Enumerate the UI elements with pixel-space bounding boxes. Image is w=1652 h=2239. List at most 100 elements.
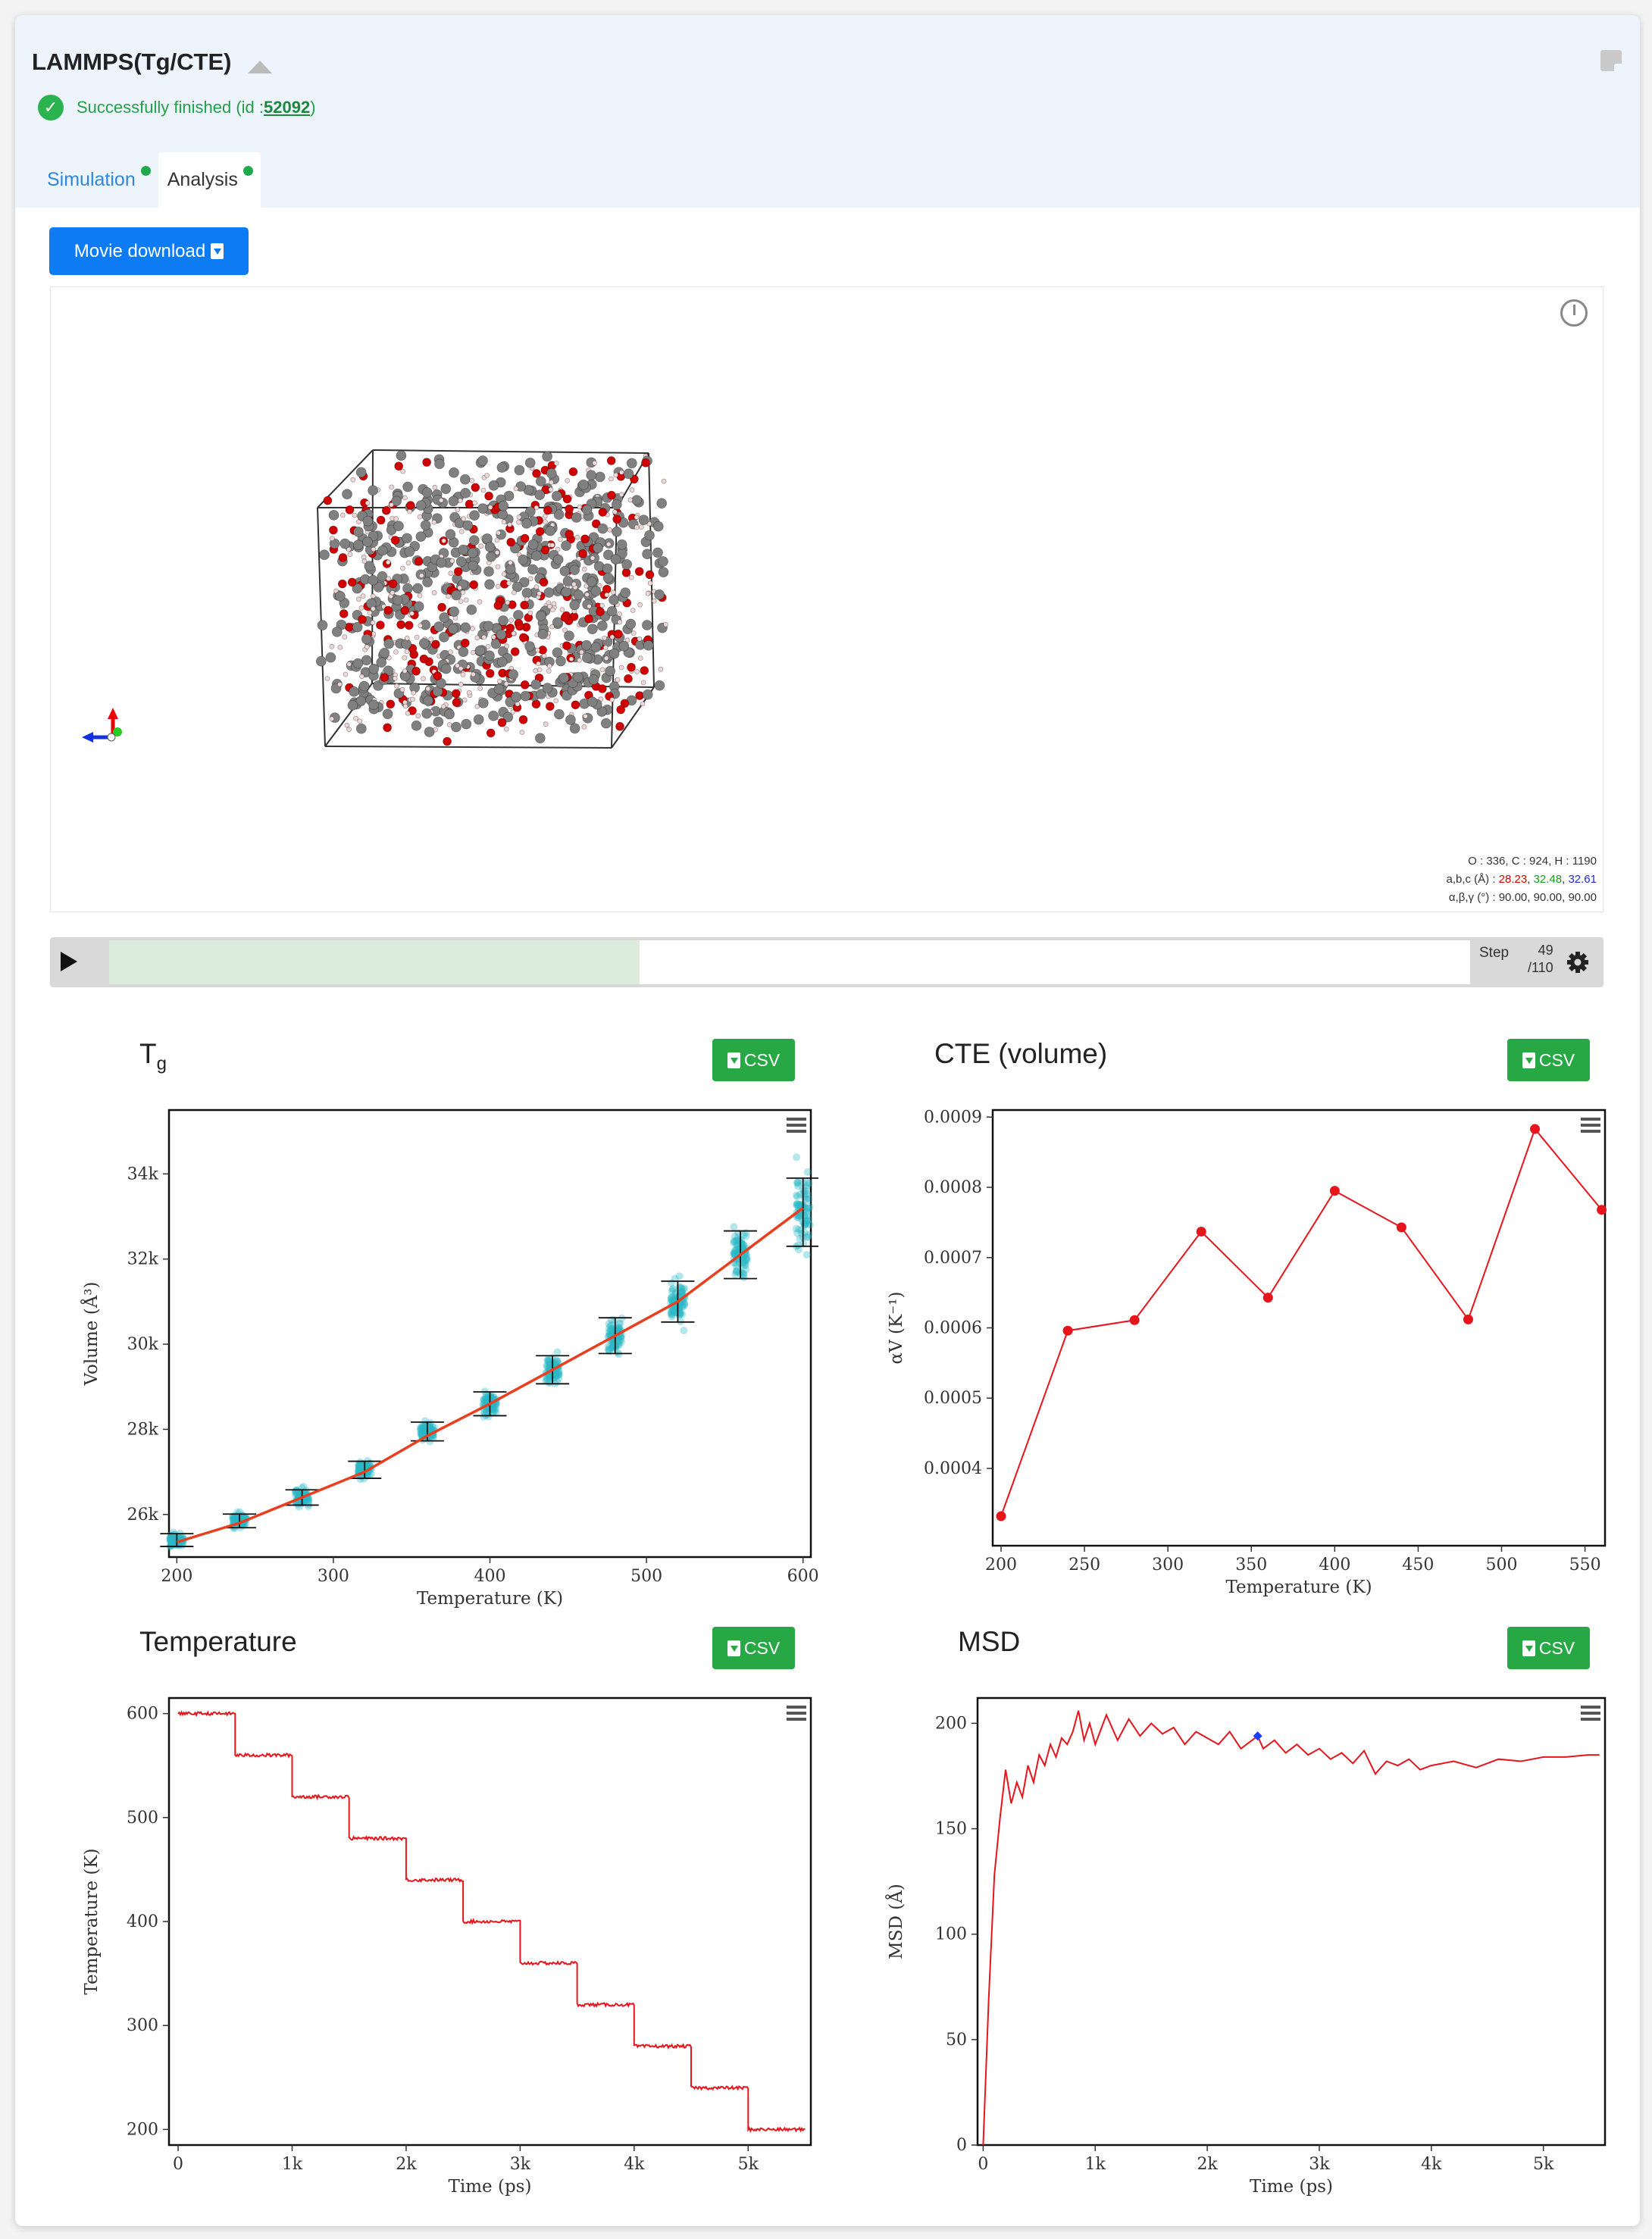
- tab-analysis[interactable]: Analysis: [158, 152, 261, 208]
- chart-menu-icon[interactable]: [787, 1706, 806, 1721]
- atom: [376, 657, 387, 668]
- gear-icon[interactable]: [1566, 950, 1590, 974]
- atom: [490, 638, 502, 649]
- tg-csv-button[interactable]: CSV: [712, 1039, 795, 1081]
- scatter-point: [678, 1310, 687, 1318]
- atom: [359, 674, 365, 680]
- cell-a: 28.23: [1498, 873, 1528, 886]
- scatter-point: [417, 1424, 425, 1433]
- atom: [472, 500, 477, 506]
- note-icon[interactable]: [1600, 50, 1622, 71]
- atom: [647, 580, 653, 586]
- scatter-point: [167, 1532, 175, 1540]
- atom: [352, 621, 363, 633]
- atom: [620, 699, 630, 708]
- atom: [386, 699, 396, 709]
- status-dot-icon: [242, 166, 253, 176]
- atom: [460, 671, 466, 677]
- atom: [535, 527, 545, 536]
- scatter-point: [305, 1503, 313, 1510]
- atom: [364, 561, 375, 571]
- molecule-viewer[interactable]: O : 336, C : 924, H : 1190 a,b,c (Å) : 2…: [50, 286, 1604, 912]
- atom: [543, 505, 552, 515]
- atom: [624, 637, 630, 643]
- tab-simulation[interactable]: Simulation: [38, 152, 158, 208]
- y-tick-label: 300: [127, 2016, 158, 2035]
- atom: [581, 504, 593, 515]
- atom: [584, 614, 593, 624]
- cte-point: [1262, 1293, 1273, 1303]
- scatter-point: [795, 1246, 803, 1254]
- scatter-point: [668, 1308, 677, 1316]
- atom: [508, 618, 514, 624]
- cte-csv-button[interactable]: CSV: [1507, 1039, 1590, 1081]
- atom: [483, 566, 494, 577]
- scatter-point: [418, 1421, 426, 1430]
- msd-csv-button[interactable]: CSV: [1507, 1627, 1590, 1669]
- atom: [458, 665, 464, 671]
- temperature-csv-button[interactable]: CSV: [712, 1627, 795, 1669]
- menu-line: [787, 1706, 806, 1709]
- cte-point: [1463, 1314, 1473, 1324]
- scatter-point: [678, 1288, 687, 1296]
- atom: [491, 634, 496, 640]
- chart-menu-icon[interactable]: [787, 1118, 806, 1133]
- scatter-point: [172, 1534, 180, 1543]
- atom: [562, 576, 574, 586]
- atom: [524, 641, 535, 652]
- scatter-point: [612, 1324, 621, 1333]
- scatter-point: [355, 1461, 364, 1469]
- scatter-point: [804, 1216, 812, 1224]
- progress-slider[interactable]: [109, 940, 1470, 984]
- cell-c: 32.61: [1568, 873, 1597, 886]
- scatter-point: [169, 1536, 177, 1544]
- atom: [493, 683, 505, 695]
- scatter-point: [740, 1257, 748, 1265]
- atom: [477, 503, 488, 514]
- atom: [520, 533, 530, 543]
- scatter-point: [421, 1423, 429, 1431]
- atom: [471, 483, 480, 493]
- chart-menu-icon[interactable]: [1581, 1706, 1600, 1721]
- scatter-point: [364, 1471, 372, 1480]
- atom: [469, 477, 475, 483]
- axis-x-head: [82, 732, 93, 743]
- reset-view-icon[interactable]: [1560, 299, 1588, 327]
- y-tick-label: 0.0005: [924, 1389, 982, 1408]
- molecule-structure[interactable]: [51, 287, 1604, 912]
- atom: [534, 489, 546, 501]
- atom: [370, 593, 376, 599]
- movie-download-button[interactable]: Movie download: [49, 227, 249, 275]
- atom: [629, 487, 635, 493]
- atom: [471, 671, 476, 677]
- atom: [496, 678, 502, 684]
- msd-chart-title: MSD: [958, 1626, 1021, 1657]
- scatter-point: [418, 1430, 426, 1438]
- scatter-point: [546, 1361, 554, 1368]
- atom: [458, 529, 465, 535]
- atom: [555, 546, 561, 552]
- atom: [333, 588, 339, 594]
- atom: [448, 496, 459, 507]
- scatter-point: [668, 1293, 676, 1302]
- scatter-point: [617, 1334, 625, 1343]
- job-id-link[interactable]: 52092: [264, 98, 311, 117]
- scatter-point: [356, 1475, 365, 1484]
- scatter-point: [545, 1373, 553, 1381]
- collapse-caret-icon[interactable]: [248, 61, 272, 73]
- scatter-point: [292, 1491, 300, 1499]
- atom: [587, 696, 598, 708]
- atom: [555, 655, 566, 667]
- scatter-point: [543, 1377, 551, 1385]
- atom: [466, 690, 472, 696]
- scatter-point: [796, 1212, 804, 1221]
- playback-bar: Step 49 /110: [50, 937, 1604, 987]
- chart-menu-icon[interactable]: [1581, 1118, 1600, 1133]
- scatter-point: [731, 1238, 739, 1246]
- atom: [440, 483, 452, 495]
- x-tick-label: 450: [1402, 1556, 1434, 1574]
- play-icon[interactable]: [61, 952, 77, 971]
- atom: [355, 696, 367, 706]
- y-axis-label: Volume (Å³): [80, 1281, 102, 1386]
- atom: [460, 622, 471, 633]
